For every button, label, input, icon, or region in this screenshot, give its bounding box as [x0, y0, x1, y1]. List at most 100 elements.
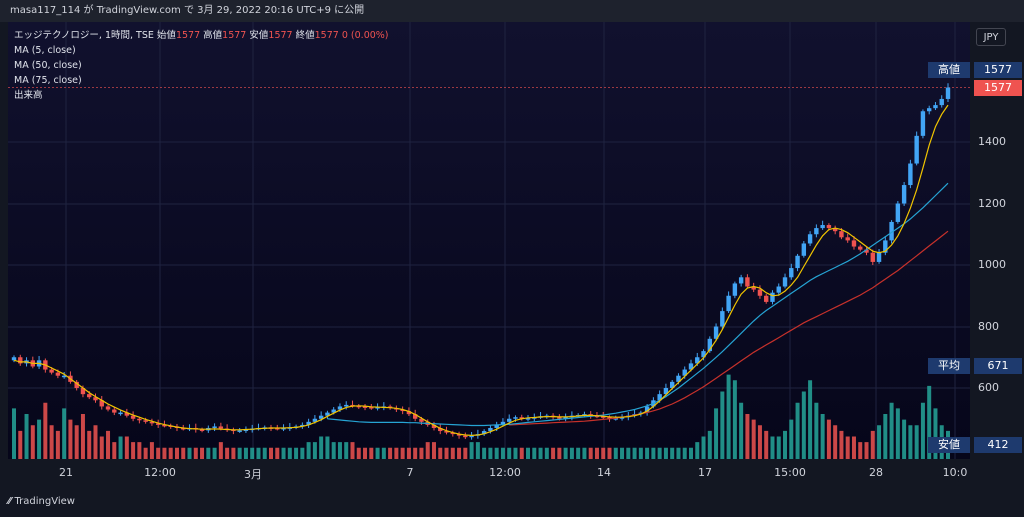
- volume-bar: [877, 425, 882, 459]
- volume-bar: [344, 442, 349, 459]
- candle-body: [801, 243, 807, 256]
- footer: [0, 487, 1024, 517]
- candle-body: [18, 357, 23, 364]
- last-price-value: 1577: [974, 80, 1022, 96]
- volume-bar: [413, 447, 418, 459]
- volume-bar: [701, 436, 706, 459]
- volume-bar: [488, 447, 493, 459]
- legend-volume[interactable]: 出来高: [14, 90, 43, 101]
- legend-ma50[interactable]: MA (50, close): [14, 60, 82, 71]
- candle-body: [601, 416, 606, 418]
- price-tick-label: 1400: [978, 135, 1006, 148]
- volume-bar: [638, 447, 643, 459]
- candle-body: [463, 435, 468, 438]
- volume-bar: [12, 408, 16, 459]
- volume-bar: [895, 408, 900, 459]
- candle-body: [945, 87, 951, 99]
- price-tick-label: 800: [978, 320, 999, 333]
- volume-bar: [438, 447, 443, 459]
- volume-bar: [582, 447, 587, 459]
- volume-bar: [538, 447, 543, 459]
- candle-body: [814, 228, 819, 235]
- volume-bar: [187, 447, 192, 459]
- candle-body: [870, 252, 875, 262]
- ma75-line: [509, 230, 949, 426]
- volume-bar: [513, 447, 518, 459]
- candle-body: [845, 237, 850, 241]
- time-tick-label: 12:00: [144, 466, 176, 479]
- volume-bar: [563, 447, 568, 459]
- volume-bar: [256, 447, 261, 459]
- volume-bar: [68, 419, 73, 459]
- volume-bar: [651, 447, 656, 459]
- candle-body: [130, 415, 136, 419]
- volume-bar: [576, 447, 581, 459]
- candle-body: [720, 311, 725, 327]
- volume-bar: [519, 447, 524, 459]
- volume-bar: [24, 414, 29, 459]
- time-tick-label: 17: [698, 466, 712, 479]
- volume-bar: [820, 414, 825, 459]
- time-axis[interactable]: [8, 459, 970, 487]
- volume-bar: [620, 447, 625, 459]
- high-price-label: 高値: [928, 62, 970, 78]
- candle-body: [155, 423, 161, 425]
- price-tick-label: 1200: [978, 197, 1006, 210]
- volume-bar: [902, 419, 907, 459]
- candle-body: [469, 435, 474, 438]
- volume-bar: [764, 430, 769, 459]
- legend-open-value: 1577: [175, 30, 201, 41]
- volume-bar: [613, 447, 618, 459]
- currency-button[interactable]: JPY: [976, 28, 1006, 46]
- volume-bar: [839, 430, 844, 459]
- candle-body: [300, 424, 305, 427]
- candle-body: [61, 375, 67, 378]
- legend-ma5[interactable]: MA (5, close): [14, 45, 76, 56]
- volume-bar: [287, 447, 292, 459]
- candle-body: [80, 388, 86, 395]
- volume-bar: [218, 442, 223, 459]
- volume-bar: [826, 419, 831, 459]
- time-tick-label: 15:00: [774, 466, 806, 479]
- candle-body: [613, 418, 618, 420]
- volume-bar: [833, 425, 838, 459]
- candle-body: [751, 286, 756, 290]
- volume-bar: [601, 447, 606, 459]
- candle-body: [438, 427, 443, 432]
- volume-bar: [475, 442, 480, 459]
- candle-body: [757, 289, 763, 296]
- time-tick-label: 10:0: [942, 466, 968, 479]
- candle-body: [695, 357, 700, 364]
- candle-body: [701, 351, 706, 358]
- volume-bar: [331, 442, 336, 459]
- candle-body: [199, 429, 205, 432]
- volume-bar: [212, 447, 217, 459]
- candle-body: [713, 326, 719, 339]
- volume-bar: [870, 430, 875, 459]
- volume-bar: [294, 447, 299, 459]
- candle-body: [243, 429, 249, 432]
- candle-body: [682, 369, 687, 376]
- candle-body: [112, 409, 117, 413]
- candle-body: [507, 418, 512, 422]
- legend-ma75[interactable]: MA (75, close): [14, 75, 82, 86]
- volume-bar: [250, 447, 255, 459]
- volume-bar: [143, 447, 148, 459]
- volume-bar: [851, 436, 856, 459]
- volume-bar: [457, 447, 462, 459]
- volume-bar: [845, 436, 850, 459]
- candle-body: [99, 400, 104, 407]
- legend-symbol-row: エッジテクノロジー, 1時間, TSE 始値1577 高値1577 安値1577…: [14, 28, 389, 43]
- legend-close-label: 終値: [295, 30, 315, 41]
- volume-bar: [789, 419, 794, 459]
- candle-body: [594, 415, 600, 418]
- candle-body: [914, 135, 919, 164]
- low-price-label: 安値: [928, 437, 970, 453]
- tradingview-logo[interactable]: ⁄⁄ TradingView: [8, 496, 75, 507]
- candle-body: [557, 417, 562, 419]
- legend-change: 0 (0.00%): [341, 30, 389, 41]
- volume-bar: [356, 447, 361, 459]
- volume-bar: [920, 402, 925, 459]
- candle-body: [820, 225, 825, 229]
- candle-body: [726, 295, 731, 312]
